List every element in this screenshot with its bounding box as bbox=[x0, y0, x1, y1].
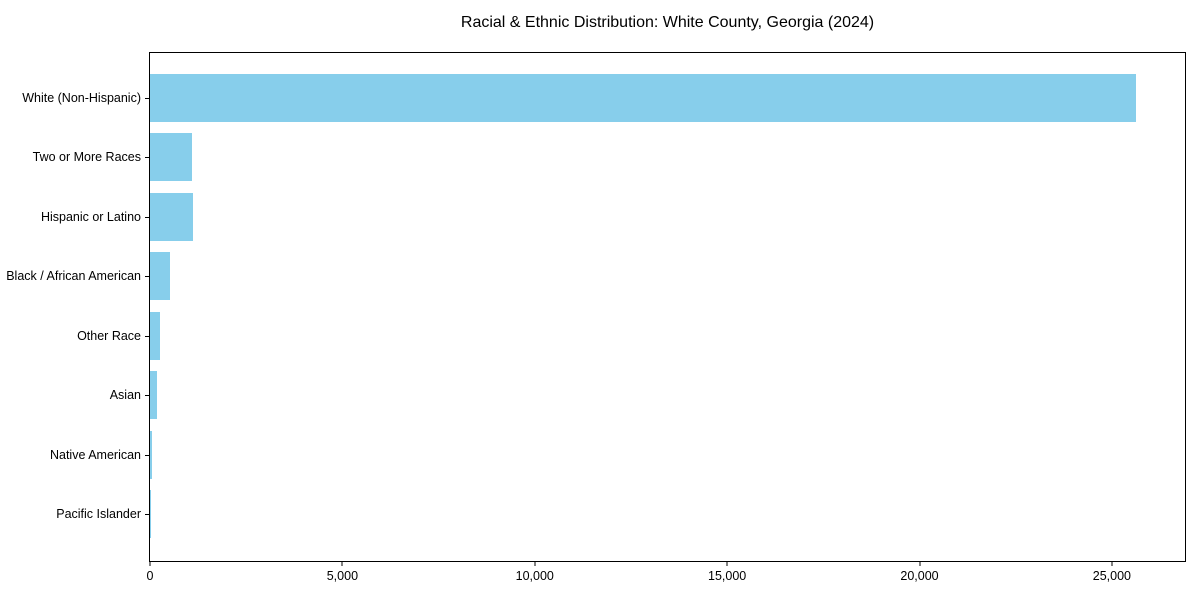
y-axis-label: White (Non-Hispanic) bbox=[22, 90, 141, 105]
plot-area: White (Non-Hispanic) Two or More Races His… bbox=[6, 52, 1186, 583]
bar bbox=[150, 73, 1136, 122]
bar bbox=[150, 192, 194, 241]
y-axis-label: Pacific Islander bbox=[56, 507, 141, 522]
bar-row: Other Race bbox=[77, 306, 1185, 366]
x-axis-tick bbox=[149, 562, 151, 566]
x-axis-tick bbox=[341, 562, 343, 566]
x-axis-tick-label: 25,000 bbox=[1092, 569, 1132, 583]
y-axis-tick bbox=[145, 276, 149, 278]
y-axis-tick bbox=[145, 97, 149, 99]
y-axis-label: Hispanic or Latino bbox=[40, 209, 141, 224]
chart-title: Racial & Ethnic Distribution: White Coun… bbox=[460, 14, 875, 31]
y-axis-tick bbox=[145, 335, 149, 337]
bar bbox=[150, 371, 157, 420]
x-axis-tick bbox=[1111, 562, 1113, 566]
bar bbox=[150, 430, 152, 479]
bar-row: White (Non-Hispanic) bbox=[22, 68, 1185, 128]
bar-row: Two or More Races bbox=[33, 128, 1185, 188]
x-axis-tick-label: 5,000 bbox=[326, 569, 359, 583]
y-axis-tick bbox=[145, 454, 149, 456]
y-axis-label: Native American bbox=[49, 447, 141, 462]
x-axis-tick-label: 20,000 bbox=[900, 569, 939, 583]
y-axis-label: Other Race bbox=[77, 328, 141, 343]
y-axis-label: Two or More Races bbox=[32, 150, 141, 165]
bar-row: Pacific Islander bbox=[56, 485, 1185, 545]
x-axis-tick-label: 10,000 bbox=[515, 569, 554, 583]
bar bbox=[150, 133, 192, 182]
y-axis-tick bbox=[145, 216, 149, 218]
y-axis-label: Asian bbox=[109, 388, 141, 403]
bar-row: Native American bbox=[50, 425, 1185, 485]
y-axis-tick bbox=[145, 514, 149, 516]
x-axis-tick bbox=[726, 562, 728, 566]
y-axis-tick bbox=[145, 395, 149, 397]
bar-row: Hispanic or Latino bbox=[41, 187, 1185, 247]
bar-row: Asian bbox=[110, 366, 1185, 426]
x-axis-tick bbox=[534, 562, 536, 566]
bar bbox=[150, 311, 161, 360]
x-axis-tick-label: 15,000 bbox=[708, 569, 747, 583]
x-axis-tick bbox=[919, 562, 921, 566]
y-axis-label: Black / African American bbox=[6, 269, 141, 284]
bar-rows-container: White (Non-Hispanic) Two or More Races His… bbox=[6, 53, 1185, 561]
bar bbox=[150, 490, 151, 539]
bar bbox=[150, 252, 171, 301]
x-axis-tick-label: 0 bbox=[146, 569, 154, 583]
y-axis-tick bbox=[145, 157, 149, 159]
bar-row: Black / African American bbox=[6, 247, 1185, 307]
